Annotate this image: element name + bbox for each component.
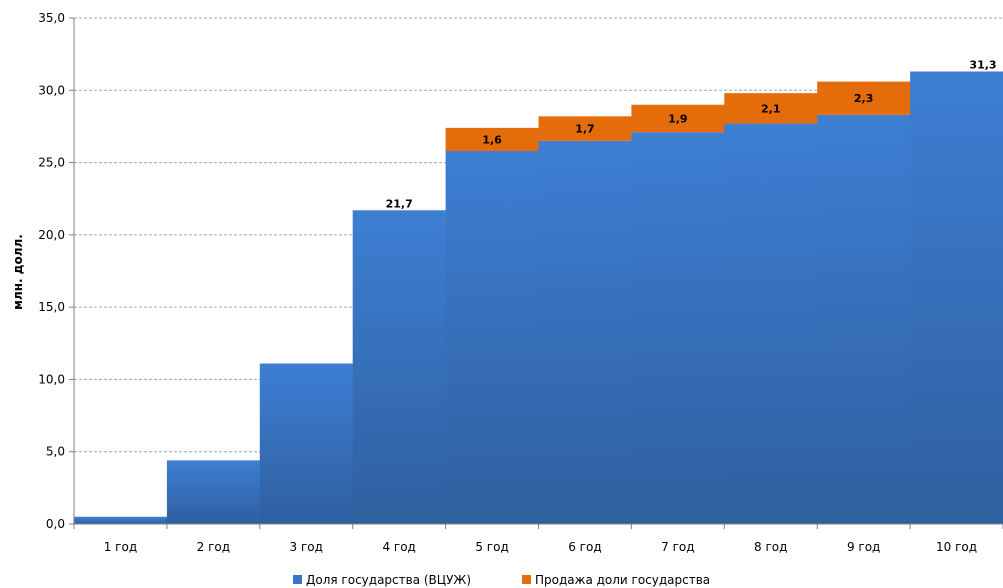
- bar-state-share: [445, 151, 539, 524]
- x-axis: 1 год 2 год 3 год 4 год 5 год 6 год 7 год 8 год…: [73, 18, 1003, 554]
- x-tick-label: 5 год: [475, 540, 508, 554]
- legend-label: Продажа доли государства: [535, 573, 710, 587]
- data-label-state: 31,3: [969, 58, 996, 71]
- bar-sale-share: [538, 116, 632, 141]
- bar-state-share: [352, 210, 447, 524]
- data-label-sale: 1,9: [668, 112, 688, 125]
- y-axis-label: млн. долл.: [11, 234, 25, 310]
- y-tick-label: 35,0: [38, 11, 65, 25]
- x-tick-label: 8 год: [754, 540, 787, 554]
- bar-sale-share: [724, 93, 818, 124]
- data-label-sale: 2,1: [761, 102, 781, 115]
- x-tick-label: 4 год: [382, 540, 415, 554]
- data-labels: 21,7 1,6 1,7 1,9 2,1 2,3 31,3: [386, 58, 997, 210]
- y-tick-label: 10,0: [38, 372, 65, 386]
- bar-state-share: [817, 114, 911, 524]
- x-tick-label: 1 год: [104, 540, 137, 554]
- x-tick-label: 6 год: [568, 540, 601, 554]
- bar-state-share: [631, 132, 725, 524]
- bar-sale-share: [631, 104, 725, 133]
- bar-state-share: [724, 123, 818, 524]
- y-tick-label: 5,0: [46, 445, 65, 459]
- y-tick-label: 30,0: [38, 83, 65, 97]
- y-tick-label: 20,0: [38, 228, 65, 242]
- bar-state-share: [538, 140, 632, 524]
- bar-state-share: [259, 363, 354, 524]
- x-tick-label: 7 год: [661, 540, 694, 554]
- legend-label: Доля государства (ВЦУЖ): [306, 573, 471, 587]
- x-tick-label: 2 год: [197, 540, 230, 554]
- legend: Доля государства (ВЦУЖ) Продажа доли госу…: [293, 573, 710, 587]
- x-tick-label: 3 год: [290, 540, 323, 554]
- data-label-sale: 2,3: [854, 92, 874, 105]
- bar-state-share: [74, 516, 168, 524]
- x-tick-label: 10 год: [936, 540, 977, 554]
- data-label-sale: 1,7: [575, 123, 595, 136]
- y-tick-label: 0,0: [46, 517, 65, 531]
- legend-swatch: [522, 575, 531, 584]
- y-axis-ticks: 0,0 5,0 10,0 15,0 20,0 25,0 30,0 35,0: [38, 11, 74, 531]
- y-tick-label: 15,0: [38, 300, 65, 314]
- bar-state-share: [166, 460, 261, 524]
- data-label-sale: 1,6: [482, 133, 502, 146]
- x-tick-label: 9 год: [847, 540, 880, 554]
- bar-sale-share: [445, 127, 539, 152]
- bar-sale-share: [817, 81, 911, 115]
- y-tick-label: 25,0: [38, 156, 65, 170]
- legend-swatch: [293, 575, 302, 584]
- bars: [74, 71, 1003, 525]
- data-label-state: 21,7: [386, 197, 413, 210]
- bar-state-share: [910, 71, 1003, 525]
